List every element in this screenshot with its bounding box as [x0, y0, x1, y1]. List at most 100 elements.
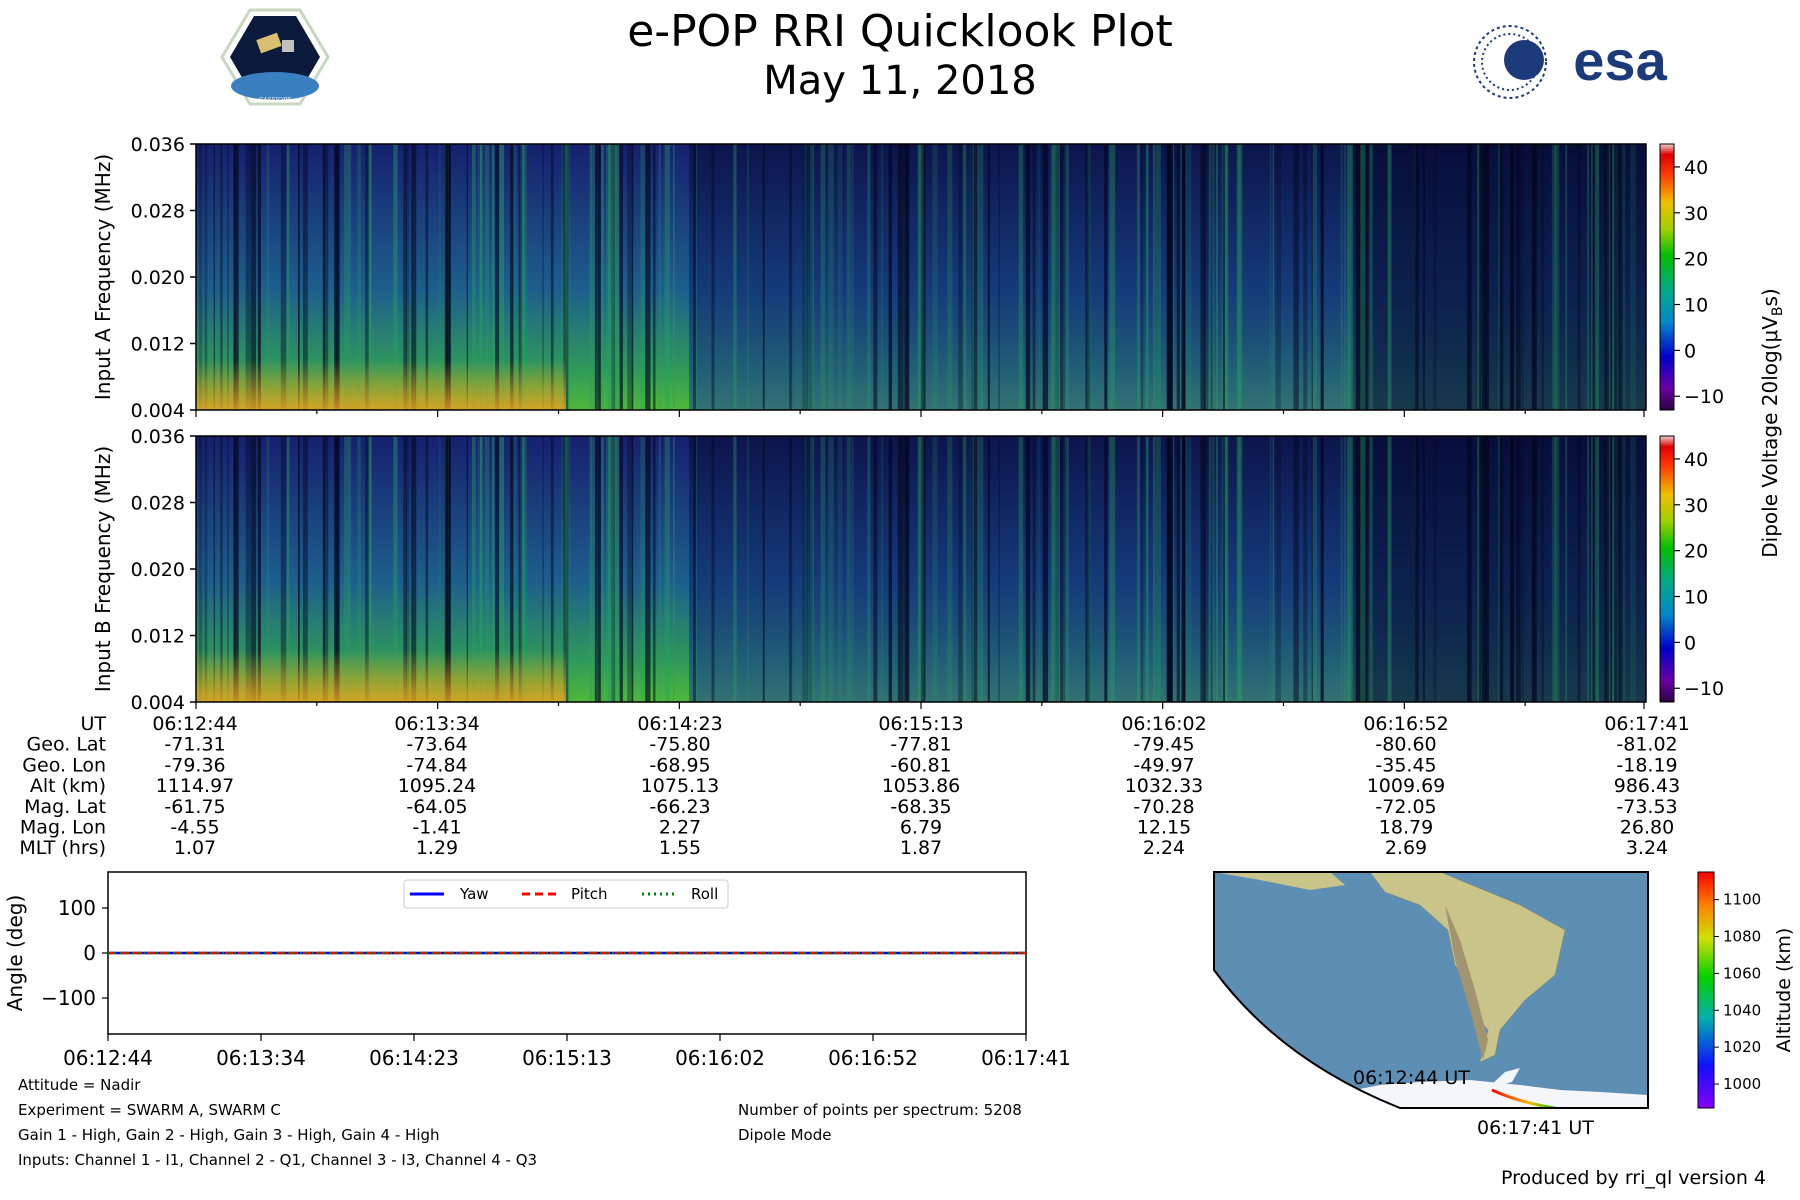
- ephemeris-cell: -66.23: [649, 796, 710, 818]
- spectrogram-stripe: [605, 144, 611, 410]
- spectrogram-stripe: [627, 436, 633, 702]
- spectrogram-stripe: [1200, 436, 1206, 702]
- spectrogram-stripe: [480, 144, 484, 410]
- spectrogram-stripe: [406, 144, 410, 410]
- spectrogram-stripe: [918, 144, 924, 410]
- spectrogram-stripe: [972, 144, 974, 410]
- orbit-map: 06:12:44 UT 06:17:41 UT: [1213, 871, 1649, 1139]
- spectrogram-stripe: [484, 144, 490, 410]
- spectrogram-stripe: [1176, 436, 1180, 702]
- spectrogram-stripe: [1200, 144, 1206, 410]
- spectrogram-stripe: [905, 436, 909, 702]
- voltage-colorbar-label: Dipole Voltage 20log(μVBs): [1758, 288, 1786, 557]
- spectrogram-stripe: [1360, 436, 1366, 702]
- spectrogram-stripe: [550, 144, 554, 410]
- ephemeris-cell: -18.19: [1616, 754, 1677, 776]
- spectrogram-stripe: [1237, 436, 1241, 702]
- spectrogram-stripe: [789, 436, 793, 702]
- spectrogram-stripe: [233, 436, 239, 702]
- spectrogram-stripe: [1222, 436, 1226, 702]
- spectrogram-stripe: [1185, 144, 1187, 410]
- spectrogram-stripe: [611, 436, 614, 702]
- ephemeris-cell: -80.60: [1375, 734, 1436, 756]
- spectrogram-stripe: [449, 144, 451, 410]
- spectrogram-stripe: [1498, 144, 1501, 410]
- attitude-x-tick-label: 06:16:52: [828, 1046, 918, 1070]
- spectrogram-stripe: [439, 436, 441, 702]
- spectrogram-stripe: [365, 436, 369, 702]
- spectrogram-stripe: [971, 144, 973, 410]
- spectrogram-stripe: [550, 436, 554, 702]
- spectrogram-a-ylabel: Input A Frequency (MHz): [91, 154, 115, 400]
- spectrogram-stripe: [1498, 436, 1501, 702]
- spectrogram-stripe: [522, 144, 525, 410]
- spectrogram-stripe: [920, 144, 926, 410]
- spectrogram-stripe: [198, 144, 203, 410]
- ephemeris-cell: 06:14:23: [637, 713, 722, 735]
- plot-title: e-POP RRI Quicklook Plot: [627, 6, 1173, 57]
- spectrogram-stripe: [1275, 436, 1281, 702]
- ephemeris-row-label: Mag. Lat: [24, 796, 106, 818]
- spectrogram-stripe: [664, 144, 670, 410]
- spectrogram-stripe: [213, 144, 215, 410]
- spectrogram-stripe: [466, 144, 468, 410]
- spectrogram-stripe: [286, 144, 290, 410]
- spectrogram-stripe: [1531, 144, 1537, 410]
- spectrogram-stripe: [987, 144, 990, 410]
- colorbar-tick-label: 10: [1684, 587, 1708, 609]
- spectrogram-stripe: [425, 436, 429, 702]
- spectrogram-stripe: [446, 144, 452, 410]
- attitude-ylabel: Angle (deg): [3, 895, 27, 1012]
- spectrogram-stripe: [1311, 144, 1313, 410]
- spectrogram-stripe: [393, 144, 398, 410]
- ephemeris-cell: 1.55: [659, 837, 701, 859]
- spectrogram-stripe: [1630, 436, 1636, 702]
- spectrogram-stripe: [1369, 144, 1373, 410]
- spectrogram-stripe: [932, 144, 938, 410]
- spectrogram-stripe: [1180, 144, 1182, 410]
- attitude-axes: 100 0 −100 06:12:44 06:13:34 06:14:23 06:15:13…: [41, 896, 1071, 1070]
- spectrogram-stripe: [563, 144, 568, 410]
- spectrogram-stripe: [921, 436, 926, 702]
- spectrogram-stripe: [973, 144, 978, 410]
- spectrogram-stripe: [500, 436, 505, 702]
- colorbar-tick-label: −10: [1684, 386, 1724, 408]
- note-gains: Gain 1 - High, Gain 2 - High, Gain 3 - H…: [18, 1126, 440, 1144]
- spectrogram-stripe: [802, 144, 809, 410]
- attitude-x-tick-label: 06:16:02: [675, 1046, 765, 1070]
- spectrogram-a-orange-band: [196, 360, 566, 410]
- altitude-tick-label: 1040: [1723, 1001, 1761, 1019]
- spectrogram-stripe: [1362, 436, 1365, 702]
- note-points-per-spectrum: Number of points per spectrum: 5208: [738, 1101, 1022, 1119]
- spectrogram-stripe: [1594, 144, 1600, 410]
- spectrogram-stripe: [1145, 436, 1149, 702]
- spectrogram-stripe: [973, 436, 978, 702]
- map-boundary: [1213, 871, 1649, 1109]
- altitude-tick-label: 1100: [1723, 891, 1761, 909]
- spectrogram-stripe: [977, 436, 984, 702]
- y-tick-label: 0.004: [131, 692, 185, 714]
- spectrogram-stripe: [1293, 436, 1299, 702]
- spectrogram-stripe: [1343, 436, 1347, 702]
- spectrogram-stripe: [522, 436, 525, 702]
- spectrogram-stripe: [213, 436, 215, 702]
- y-tick-label: 0.012: [131, 334, 185, 356]
- spectrogram-stripe: [1610, 436, 1612, 702]
- spectrogram-stripe: [1541, 436, 1544, 702]
- spectrogram-stripe: [1085, 436, 1090, 702]
- ephemeris-cell: 06:17:41: [1604, 713, 1689, 735]
- spectrogram-stripe: [542, 436, 544, 702]
- spectrogram-stripe: [881, 144, 884, 410]
- spectrogram-stripe: [1183, 144, 1186, 410]
- spectrogram-stripe: [1303, 144, 1306, 410]
- spectrogram-stripe: [873, 436, 878, 702]
- ephemeris-cell: 3.24: [1626, 837, 1668, 859]
- attitude-x-tick-label: 06:17:41: [981, 1046, 1071, 1070]
- spectrogram-stripe: [1500, 436, 1503, 702]
- spectrogram-stripe: [917, 436, 924, 702]
- ephemeris-cell: -73.64: [406, 734, 467, 756]
- spectrogram-stripe: [302, 144, 308, 410]
- spectrogram-stripe: [1087, 144, 1091, 410]
- spectrogram-stripe: [1320, 144, 1324, 410]
- spectrogram-stripe: [820, 144, 826, 410]
